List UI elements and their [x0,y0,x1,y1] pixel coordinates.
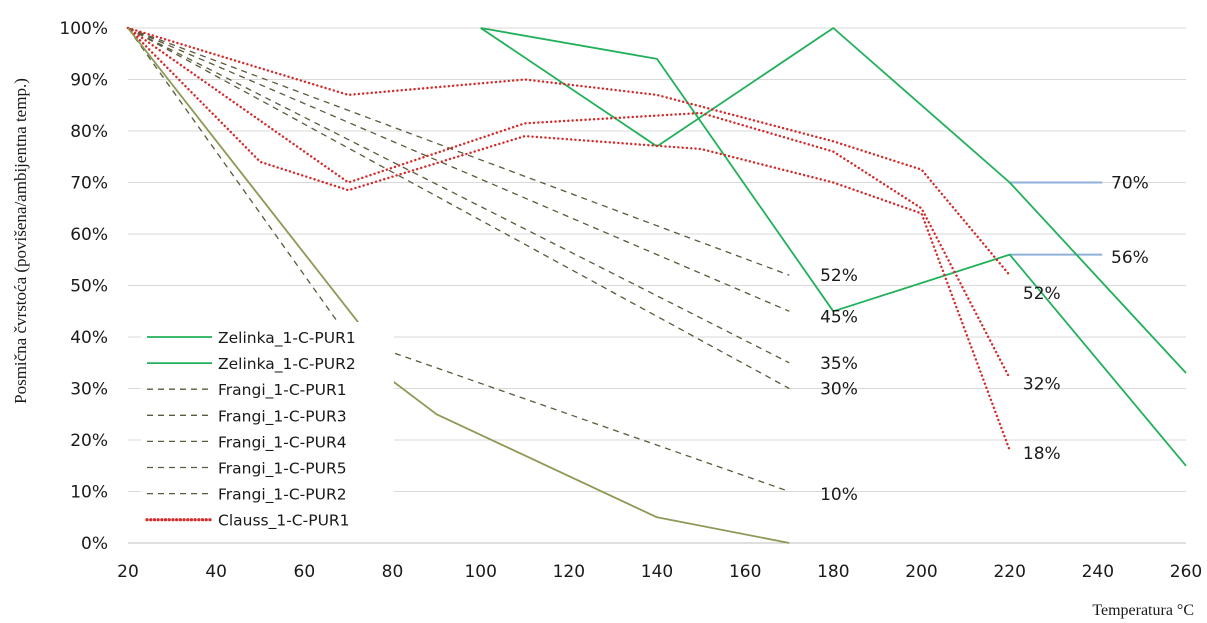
value-annotation: 56% [1111,248,1149,268]
series-line-5 [127,27,790,390]
y-tick-label: 20% [70,431,108,451]
x-tick-label: 140 [641,562,673,582]
value-annotation: 70% [1111,174,1149,194]
y-tick-label: 10% [70,483,108,503]
series-line-4 [127,27,790,364]
y-tick-label: 30% [70,380,108,400]
value-annotation: 10% [820,485,858,505]
series-line-0 [480,27,1187,467]
y-tick-label: 90% [70,71,108,91]
x-tick-label: 80 [382,562,404,582]
y-axis-label: Posmična čvrstoća (povišena/ambijentna t… [11,78,30,404]
x-tick-label: 20 [117,562,139,582]
annotation-leaders [1009,181,1103,256]
value-annotation: 32% [1023,374,1061,394]
y-tick-label: 60% [70,225,108,245]
value-annotation: 35% [820,354,858,374]
x-tick-label: 120 [553,562,585,582]
x-tick-label: 160 [729,562,761,582]
x-tick-label: 220 [993,562,1025,582]
legend-label: Clauss_1-C-PUR1 [218,512,350,531]
legend-label: Frangi_1-C-PUR4 [218,433,347,452]
legend-label: Zelinka_1-C-PUR2 [218,355,356,374]
y-tick-label: 100% [59,19,108,39]
x-tick-label: 60 [294,562,316,582]
x-tick-label: 40 [205,562,227,582]
series-line-11 [361,356,790,544]
legend-label: Frangi_1-C-PUR5 [218,460,347,479]
legend-label: Zelinka_1-C-PUR1 [218,329,356,348]
value-annotation: 45% [820,307,858,327]
y-tick-label: 80% [70,122,108,142]
value-annotation: 30% [820,380,858,400]
x-axis-label: Temperatura °C [1092,602,1194,619]
x-tick-label: 200 [905,562,937,582]
series-line-1 [480,27,1187,374]
legend: Zelinka_1-C-PUR1 Zelinka_1-C-PUR2 Frangi_1… [141,322,394,536]
value-annotation: 18% [1023,444,1061,464]
annotations: 52% 45% 35% 30% 10% 52% 32% 18% 70% 56% [820,174,1149,506]
series-line-8 [126,26,1011,380]
legend-background [141,322,394,536]
y-tick-label: 40% [70,328,108,348]
series-line-7 [126,26,1011,277]
series-line-9 [126,26,1011,452]
axes: 0% 10% 20% 30% 40% 50% 60% 70% 80% 90% 100% 20 40 60 8… [59,19,1202,582]
x-tick-label: 100 [464,562,496,582]
series-line-2 [127,27,790,276]
series-line-10 [127,27,363,328]
legend-label: Frangi_1-C-PUR2 [218,486,347,505]
y-tick-label: 50% [70,277,108,297]
value-annotation: 52% [820,266,858,286]
legend-label: Frangi_1-C-PUR1 [218,381,347,400]
x-tick-label: 260 [1170,562,1202,582]
y-tick-label: 0% [81,534,108,554]
y-tick-label: 70% [70,174,108,194]
value-annotation: 52% [1023,284,1061,304]
x-tick-label: 240 [1082,562,1114,582]
x-tick-label: 180 [817,562,849,582]
series-line-3 [127,27,790,312]
legend-label: Frangi_1-C-PUR3 [218,407,347,426]
